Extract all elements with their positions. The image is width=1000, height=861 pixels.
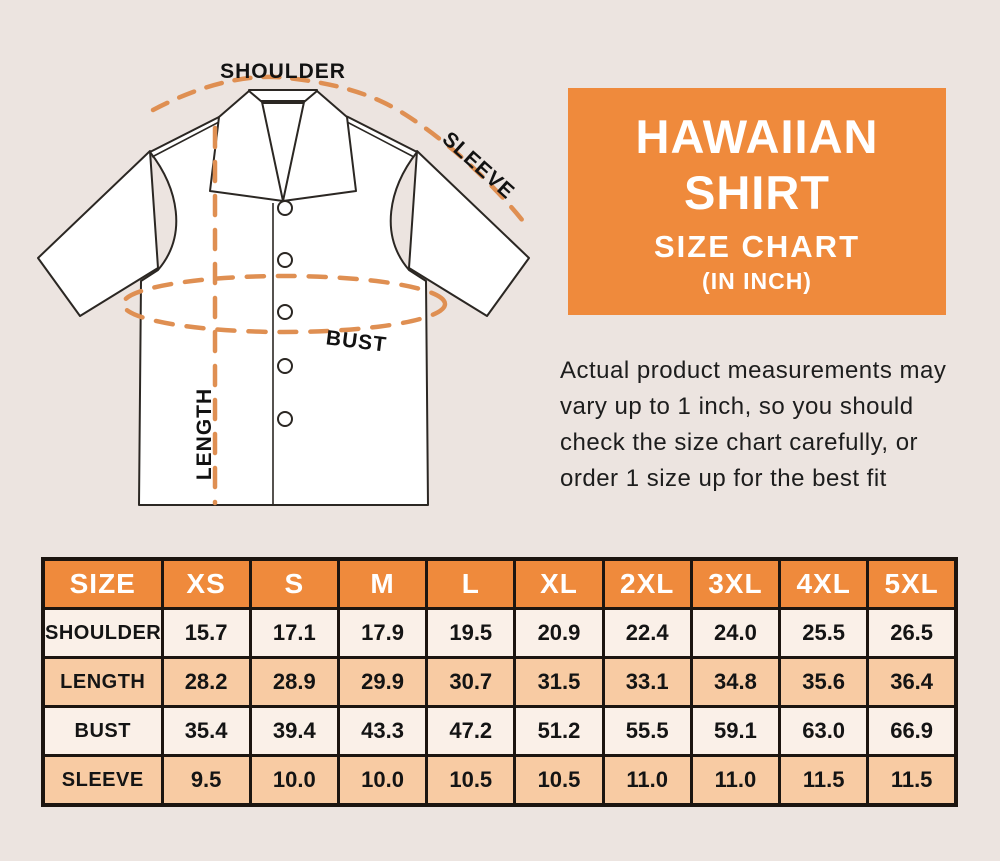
measurement-cell: 31.5 <box>513 656 605 708</box>
col-header-m: M <box>336 557 429 610</box>
shoulder-seam-left <box>151 121 220 158</box>
measurement-cell: 17.9 <box>336 607 429 659</box>
size-header-cell: SIZE <box>41 557 164 610</box>
measurement-cell: 63.0 <box>778 705 870 757</box>
measurement-cell: 17.1 <box>248 607 340 659</box>
measurement-cell: 47.2 <box>425 705 517 757</box>
measurement-cell: 28.9 <box>248 656 340 708</box>
row-label-bust: BUST <box>41 705 164 757</box>
measurement-cell: 10.5 <box>425 754 517 807</box>
button-icon <box>277 252 293 268</box>
collar-right-lapel <box>282 90 357 202</box>
measurement-disclaimer-text: Actual product measurements may vary up … <box>560 357 947 492</box>
page-title-line1: HAWAIIAN <box>635 110 879 163</box>
shirt-measurement-diagram: SHOULDER SLEEVE BUST LENGTH <box>37 60 530 506</box>
measurement-cell: 20.9 <box>513 607 605 659</box>
shoulder-label: SHOULDER <box>220 60 346 83</box>
col-header-l: L <box>425 557 517 610</box>
measurement-cell: 11.0 <box>601 754 693 807</box>
measurement-cell: 35.4 <box>160 705 252 757</box>
measurement-cell: 10.0 <box>336 754 429 807</box>
col-header-s: S <box>248 557 340 610</box>
measurement-cell: 33.1 <box>601 656 693 708</box>
measurement-cell: 25.5 <box>778 607 870 659</box>
measurement-cell: 36.4 <box>866 656 958 708</box>
measurement-cell: 35.6 <box>778 656 870 708</box>
col-header-5xl: 5XL <box>866 557 958 610</box>
size-table: SIZE XS S M L XL 2XL 3XL 4XL 5XL SHOULDE… <box>41 557 958 807</box>
shoulder-seam-right <box>346 121 415 158</box>
title-box: HAWAIIAN SHIRT SIZE CHART (IN INCH) <box>568 88 946 315</box>
measurement-cell: 28.2 <box>160 656 252 708</box>
page-subtitle: SIZE CHART <box>654 229 860 264</box>
col-header-4xl: 4XL <box>778 557 870 610</box>
measurement-cell: 11.0 <box>689 754 782 807</box>
button-icon <box>277 358 293 374</box>
col-header-3xl: 3XL <box>689 557 782 610</box>
page-title-line2: SHIRT <box>684 166 830 219</box>
collar-left-lapel <box>209 90 284 202</box>
table-header-row: SIZE XS S M L XL 2XL 3XL 4XL 5XL <box>41 557 958 610</box>
measurement-cell: 29.9 <box>336 656 429 708</box>
bust-measure-ellipse <box>120 273 448 335</box>
col-header-xs: XS <box>160 557 252 610</box>
measurement-cell: 59.1 <box>689 705 782 757</box>
col-header-2xl: 2XL <box>601 557 693 610</box>
row-label-length: LENGTH <box>41 656 164 708</box>
measurement-cell: 55.5 <box>601 705 693 757</box>
shirt-left-sleeve <box>37 150 159 317</box>
measurement-cell: 10.5 <box>513 754 605 807</box>
measurement-cell: 24.0 <box>689 607 782 659</box>
measurement-cell: 10.0 <box>248 754 340 807</box>
measurement-cell: 30.7 <box>425 656 517 708</box>
measurement-cell: 15.7 <box>160 607 252 659</box>
shirt-body <box>138 102 429 506</box>
button-icon <box>277 411 293 427</box>
measurement-cell: 34.8 <box>689 656 782 708</box>
table-row-length: LENGTH 28.2 28.9 29.9 30.7 31.5 33.1 34.… <box>41 656 958 708</box>
table-row-sleeve: SLEEVE 9.5 10.0 10.0 10.5 10.5 11.0 11.0… <box>41 754 958 807</box>
shirt-right-sleeve <box>408 150 530 317</box>
table-row-bust: BUST 35.4 39.4 43.3 47.2 51.2 55.5 59.1 … <box>41 705 958 757</box>
button-icon <box>277 304 293 320</box>
measurement-cell: 22.4 <box>601 607 693 659</box>
button-icon <box>277 200 293 216</box>
row-label-sleeve: SLEEVE <box>41 754 164 807</box>
measurement-cell: 66.9 <box>866 705 958 757</box>
measurement-cell: 9.5 <box>160 754 252 807</box>
measurement-cell: 26.5 <box>866 607 958 659</box>
measurement-cell: 43.3 <box>336 705 429 757</box>
button-row <box>277 200 293 427</box>
measurement-cell: 19.5 <box>425 607 517 659</box>
row-label-shoulder: SHOULDER <box>41 607 164 659</box>
unit-note: (IN INCH) <box>702 268 812 294</box>
table-row-shoulder: SHOULDER 15.7 17.1 17.9 19.5 20.9 22.4 2… <box>41 607 958 659</box>
col-header-xl: XL <box>513 557 605 610</box>
measurement-cell: 11.5 <box>778 754 870 807</box>
measurement-cell: 39.4 <box>248 705 340 757</box>
shoulder-sleeve-measure-line <box>150 74 526 224</box>
measurement-cell: 51.2 <box>513 705 605 757</box>
measurement-cell: 11.5 <box>866 754 958 807</box>
length-label: LENGTH <box>193 388 216 480</box>
